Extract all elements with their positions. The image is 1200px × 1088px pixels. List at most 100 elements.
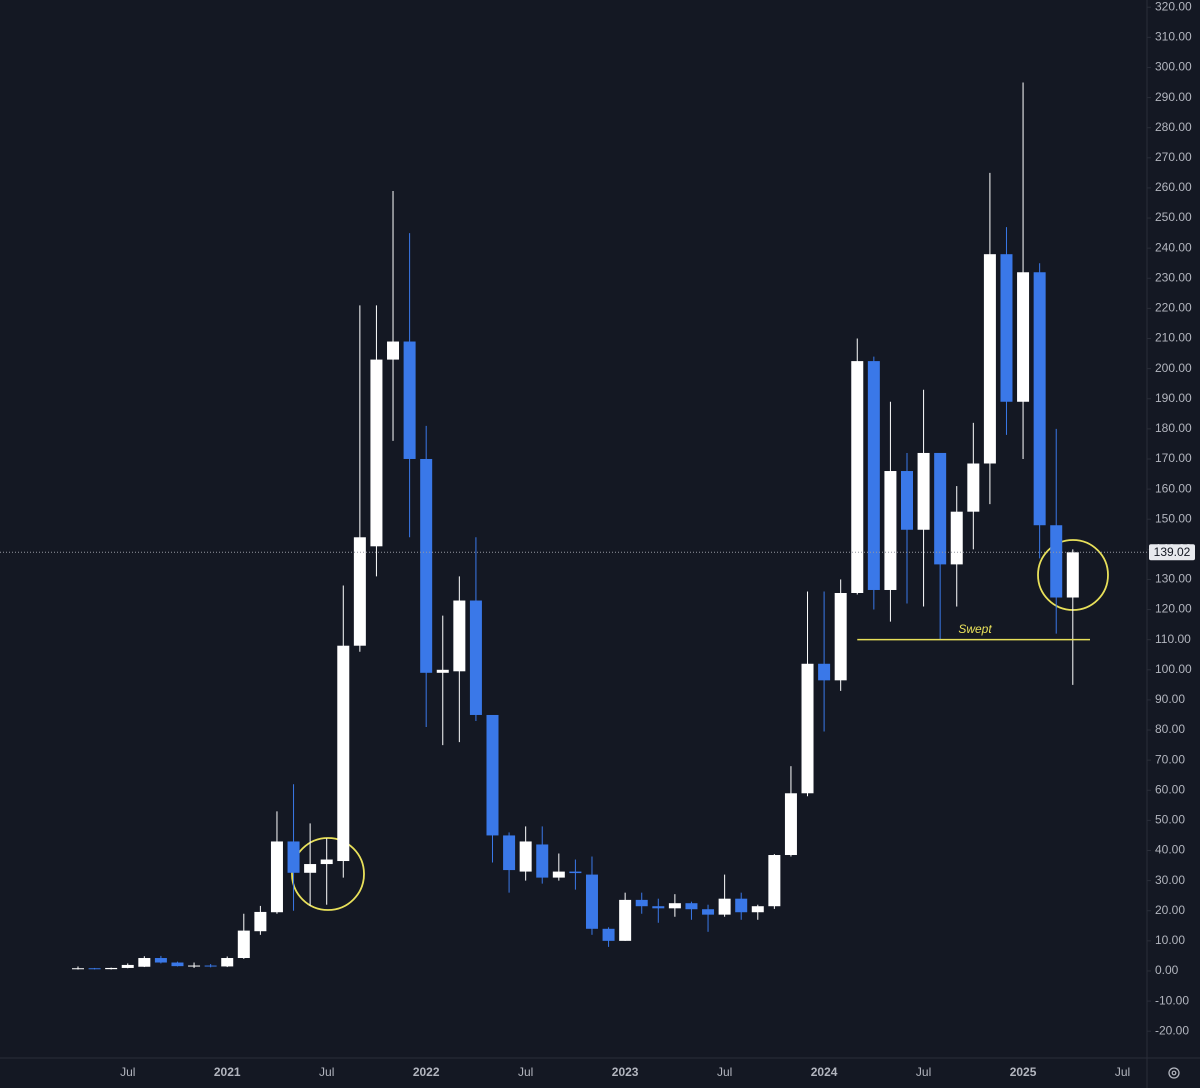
y-tick-label: 70.00 [1155,752,1185,766]
y-tick-label: 260.00 [1155,180,1192,194]
candle-body [270,841,283,913]
y-tick-label: -10.00 [1155,993,1189,1007]
candle-body [901,471,913,530]
candle-body [1066,552,1079,598]
candle-body [105,967,118,970]
settings-core [1171,1070,1177,1076]
candle-body [668,903,681,909]
candle-body [917,452,930,530]
candle-body [121,964,134,968]
y-tick-label: 130.00 [1155,572,1192,586]
candle-body [983,254,996,464]
y-tick-label: 210.00 [1155,331,1192,345]
candle-body [304,864,317,873]
y-tick-label: 0.00 [1155,963,1179,977]
candle-body [552,871,565,878]
x-tick-label: Jul [1115,1065,1130,1079]
candle-body [635,899,648,907]
y-tick-label: 30.00 [1155,873,1185,887]
candle-body [934,452,947,565]
candle-body [768,855,781,907]
y-tick-label: 40.00 [1155,843,1185,857]
y-tick-label: 60.00 [1155,782,1185,796]
y-tick-label: 110.00 [1155,632,1191,646]
x-tick-label: Jul [518,1065,533,1079]
x-tick-label: 2025 [1010,1065,1037,1079]
y-tick-label: 200.00 [1155,361,1192,375]
y-tick-label: 150.00 [1155,511,1192,525]
candle-body [469,600,482,715]
candle-body [72,968,84,970]
candle-body [519,841,532,872]
candle-body [867,361,880,590]
last-price-box [1149,544,1195,561]
y-tick-label: 50.00 [1155,813,1185,827]
candle-body [967,463,980,512]
x-tick-label: 2024 [811,1065,838,1079]
candle-body [751,906,764,913]
y-tick-label: 230.00 [1155,270,1192,284]
candle-body [420,458,433,673]
candle-body [652,906,665,909]
y-tick-label: 90.00 [1155,692,1185,706]
y-tick-label: 100.00 [1155,662,1192,676]
candle-body [1017,272,1030,402]
candle-body [171,962,184,967]
y-tick-label: -20.00 [1155,1023,1189,1037]
candle-body [735,898,748,913]
highlight-circle [291,837,365,911]
candle-body [784,793,797,856]
candle-body [154,958,167,963]
candle-body [320,859,333,865]
candle-body [337,645,350,862]
y-tick-label: 280.00 [1155,120,1192,134]
candle-body [204,965,217,967]
y-tick-label: 250.00 [1155,210,1192,224]
y-tick-label: 170.00 [1155,451,1192,465]
y-tick-label: 290.00 [1155,90,1192,104]
candle-body [188,965,201,967]
y-tick-label: 270.00 [1155,150,1192,164]
settings-icon[interactable] [1168,1067,1180,1079]
y-tick-label: 20.00 [1155,903,1185,917]
y-tick-label: 220.00 [1155,301,1192,315]
y-tick-label: 180.00 [1155,421,1192,435]
y-tick-label: 10.00 [1155,933,1185,947]
candle-body [685,903,698,910]
candle-body [403,341,416,459]
x-tick-label: Jul [120,1065,135,1079]
candle-body [387,341,400,360]
settings-ring [1168,1067,1180,1079]
x-tick-label: Jul [916,1065,931,1079]
candle-body [503,835,516,871]
y-tick-label: 300.00 [1155,60,1192,74]
x-tick-label: 2021 [214,1065,241,1079]
x-tick-label: 2023 [612,1065,639,1079]
candle-body [619,899,632,941]
candle-body [851,361,864,593]
candle-body [486,714,499,836]
y-tick-label: 120.00 [1155,602,1192,616]
candle-body [834,592,847,681]
candle-body [801,663,814,794]
candle-body [436,669,449,673]
x-tick-label: Jul [717,1065,732,1079]
y-tick-label: 310.00 [1155,30,1192,44]
y-tick-label: 320.00 [1155,0,1192,13]
candle-body [1033,272,1046,526]
candle-body [818,663,831,681]
candle-body [138,958,151,967]
y-tick-label: 240.00 [1155,240,1192,254]
y-tick-label: 80.00 [1155,722,1185,736]
candle-body [569,871,582,874]
swept-label: Swept [958,622,992,636]
candle-body [254,911,267,932]
x-tick-label: 2022 [413,1065,440,1079]
x-tick-label: Jul [319,1065,334,1079]
candle-body [718,898,731,915]
candle-body [237,930,250,959]
candle-body [287,841,300,873]
candle-body [585,874,598,929]
